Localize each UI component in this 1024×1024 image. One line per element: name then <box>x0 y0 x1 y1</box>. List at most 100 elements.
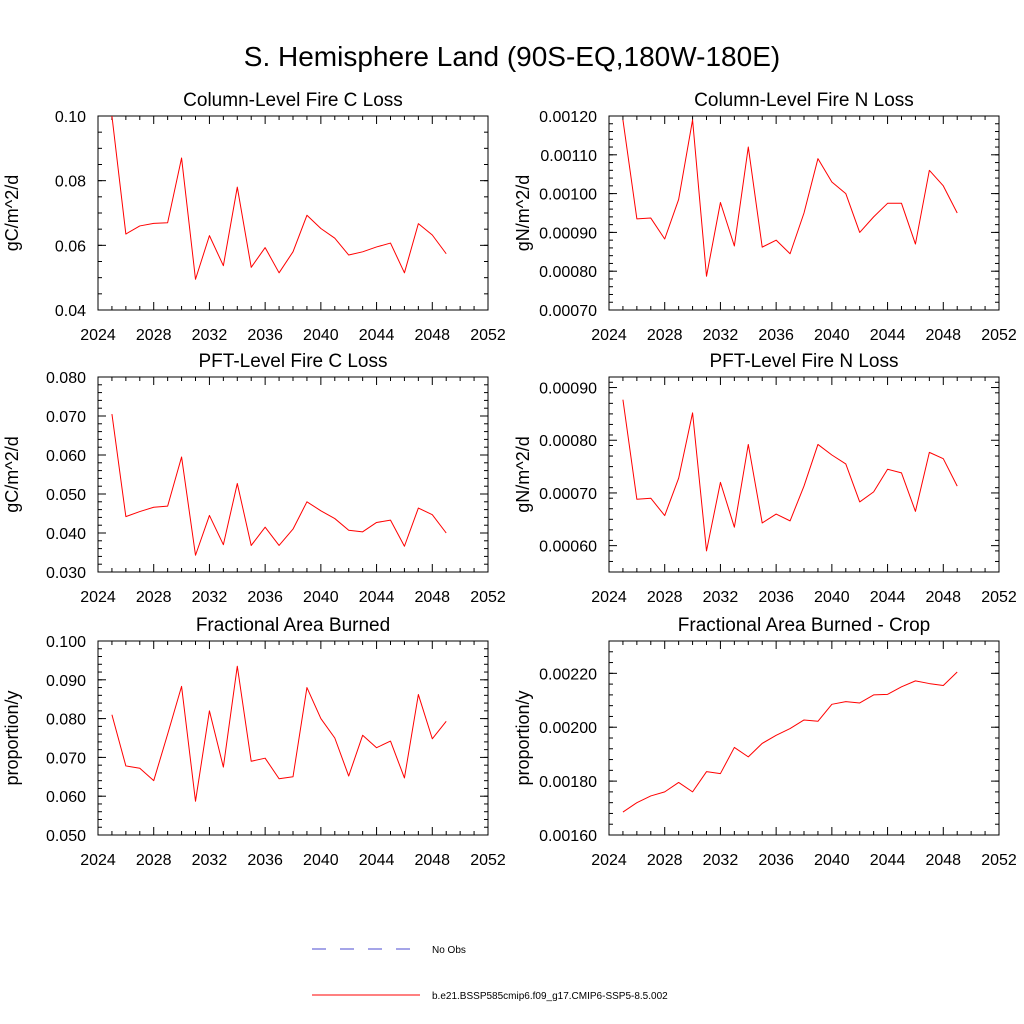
chart-5-xtick-label: 2040 <box>303 852 339 869</box>
chart-4-xtick-label: 2044 <box>870 589 906 606</box>
chart-4-ytick-label: 0.00060 <box>539 539 597 556</box>
chart-2-ytick-label: 0.00090 <box>539 225 597 242</box>
chart-2: Column-Level Fire N Loss gN/m^2/d 2024 2028… <box>513 90 1017 344</box>
chart-3-ytick-label: 0.050 <box>46 487 86 504</box>
chart-3: PFT-Level Fire C Loss gC/m^2/d 2024 2028 203… <box>2 351 506 606</box>
chart-5-ylabel: proportion/y <box>2 690 22 785</box>
chart-2-xtick-label: 2028 <box>647 327 683 344</box>
chart-3-ytick-label: 0.070 <box>46 409 86 426</box>
chart-5-ytick-label: 0.090 <box>46 673 86 690</box>
chart-3-ytick-label: 0.060 <box>46 448 86 465</box>
chart-3-ytick-label: 0.040 <box>46 526 86 543</box>
chart-3-xtick-label: 2048 <box>414 589 450 606</box>
chart-2-ytick-label: 0.00080 <box>539 264 597 281</box>
legend-model-label: b.e21.BSSP585cmip6.f09_g17.CMIP6-SSP5-8.… <box>432 991 668 1002</box>
chart-4-xtick-label: 2048 <box>925 589 961 606</box>
chart-1-xtick-label: 2044 <box>359 327 395 344</box>
chart-1-xtick-label: 2040 <box>303 327 339 344</box>
chart-5-title: Fractional Area Burned <box>196 615 390 636</box>
chart-1-frame <box>97 115 489 311</box>
panels: Column-Level Fire C Loss gC/m^2/d 2024 2028… <box>2 90 1017 869</box>
chart-6-series-line <box>622 671 958 813</box>
chart-5-ytick-label: 0.050 <box>46 828 86 845</box>
chart-5-ytick-label: 0.080 <box>46 712 86 729</box>
chart-3-ylabel: gC/m^2/d <box>2 436 22 512</box>
chart-3-xtick-label: 2028 <box>136 589 172 606</box>
chart-1-xtick-label: 2028 <box>136 327 172 344</box>
chart-4-title: PFT-Level Fire N Loss <box>710 351 899 372</box>
chart-1-ytick-label: 0.06 <box>55 238 86 255</box>
chart-5-ytick-label: 0.100 <box>46 634 86 651</box>
chart-3-xtick-label: 2036 <box>247 589 283 606</box>
figure-title: S. Hemisphere Land (90S-EQ,180W-180E) <box>244 41 780 72</box>
chart-4-ytick-label: 0.00080 <box>539 433 597 450</box>
legend-obs-label: No Obs <box>432 945 466 956</box>
chart-5-xtick-label: 2052 <box>470 852 506 869</box>
chart-5-xtick-label: 2044 <box>359 852 395 869</box>
chart-6-xtick-label: 2044 <box>870 852 906 869</box>
chart-6: Fractional Area Burned - Crop proportion/… <box>513 615 1017 869</box>
chart-4-series-line <box>622 399 958 552</box>
chart-2-xtick-label: 2052 <box>981 327 1017 344</box>
legend: No Obs b.e21.BSSP585cmip6.f09_g17.CMIP6-… <box>312 945 668 1002</box>
chart-1-ylabel: gC/m^2/d <box>2 175 22 251</box>
chart-4-ytick-label: 0.00070 <box>539 486 597 503</box>
chart-2-xtick-label: 2036 <box>758 327 794 344</box>
chart-2-ylabel: gN/m^2/d <box>513 175 533 251</box>
chart-1-xtick-label: 2048 <box>414 327 450 344</box>
chart-6-frame <box>608 640 1000 836</box>
chart-4-xtick-label: 2024 <box>591 589 627 606</box>
chart-3-xtick-label: 2040 <box>303 589 339 606</box>
chart-6-title: Fractional Area Burned - Crop <box>678 615 930 636</box>
chart-4-xtick-label: 2028 <box>647 589 683 606</box>
chart-2-series-line <box>622 119 958 277</box>
chart-2-ytick-label: 0.00100 <box>539 187 597 204</box>
chart-2-xtick-label: 2048 <box>925 327 961 344</box>
chart-5-series-line <box>111 665 447 802</box>
chart-1-ytick-label: 0.10 <box>55 109 86 126</box>
chart-6-xtick-label: 2032 <box>703 852 739 869</box>
chart-5-frame <box>97 640 489 836</box>
chart-5-ytick-label: 0.060 <box>46 789 86 806</box>
chart-5-xtick-label: 2028 <box>136 852 172 869</box>
chart-2-ytick-label: 0.00070 <box>539 303 597 320</box>
chart-1-xtick-label: 2024 <box>80 327 116 344</box>
chart-3-xtick-label: 2024 <box>80 589 116 606</box>
chart-1-ytick-label: 0.04 <box>55 303 86 320</box>
chart-4-ytick-label: 0.00090 <box>539 381 597 398</box>
chart-4-xtick-label: 2040 <box>814 589 850 606</box>
chart-6-ytick-label: 0.00180 <box>539 774 597 791</box>
chart-2-title: Column-Level Fire N Loss <box>694 90 914 111</box>
chart-1-title: Column-Level Fire C Loss <box>183 90 403 111</box>
chart-3-ytick-label: 0.030 <box>46 565 86 582</box>
chart-1-ytick-label: 0.08 <box>55 174 86 191</box>
chart-6-ylabel: proportion/y <box>513 690 533 785</box>
chart-5-xtick-label: 2048 <box>414 852 450 869</box>
chart-1-series-line <box>111 115 447 280</box>
chart-2-ytick-label: 0.00120 <box>539 109 597 126</box>
chart-5-xtick-label: 2032 <box>192 852 228 869</box>
chart-6-xtick-label: 2036 <box>758 852 794 869</box>
chart-3-title: PFT-Level Fire C Loss <box>199 351 388 372</box>
chart-3-xtick-label: 2044 <box>359 589 395 606</box>
chart-2-ytick-label: 0.00110 <box>540 148 597 165</box>
chart-2-xtick-label: 2044 <box>870 327 906 344</box>
chart-5-ytick-label: 0.070 <box>46 750 86 767</box>
chart-4-ylabel: gN/m^2/d <box>513 436 533 512</box>
chart-5: Fractional Area Burned proportion/y 2024 20… <box>2 615 506 869</box>
chart-1-xtick-label: 2032 <box>192 327 228 344</box>
chart-5-xtick-label: 2024 <box>80 852 116 869</box>
chart-6-xtick-label: 2028 <box>647 852 683 869</box>
chart-2-xtick-label: 2024 <box>591 327 627 344</box>
chart-1: Column-Level Fire C Loss gC/m^2/d 2024 2028… <box>2 90 506 344</box>
chart-3-xtick-label: 2052 <box>470 589 506 606</box>
chart-4: PFT-Level Fire N Loss gN/m^2/d 2024 2028 203… <box>513 351 1017 606</box>
chart-6-ytick-label: 0.00160 <box>539 828 597 845</box>
chart-4-xtick-label: 2036 <box>758 589 794 606</box>
chart-3-ytick-label: 0.080 <box>46 370 86 387</box>
chart-3-series-line <box>111 413 447 556</box>
chart-6-xtick-label: 2040 <box>814 852 850 869</box>
chart-1-xtick-label: 2036 <box>247 327 283 344</box>
chart-3-xtick-label: 2032 <box>192 589 228 606</box>
